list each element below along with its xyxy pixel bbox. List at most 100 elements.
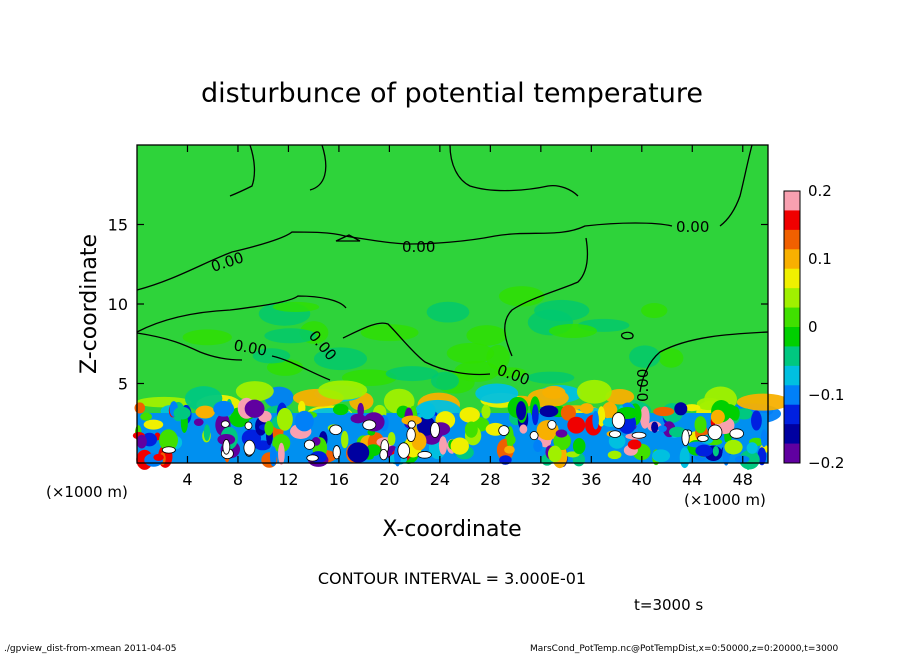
field-patch — [531, 404, 539, 426]
field-patch — [651, 421, 659, 433]
field-patch — [341, 369, 397, 387]
field-patch — [641, 303, 668, 319]
field-patch — [387, 431, 396, 446]
field-patch — [136, 434, 147, 449]
colorbar-cell — [784, 424, 800, 445]
field-patch — [329, 424, 343, 435]
field-patch — [607, 450, 622, 460]
field-patch — [674, 402, 688, 416]
colorbar-cell — [784, 191, 800, 211]
y-axis-label: Z-coordinate — [77, 234, 102, 374]
field-patch — [548, 323, 597, 338]
time-annotation: t=3000 s — [634, 596, 703, 614]
x-tick-label: 48 — [733, 470, 753, 489]
field-patch — [252, 348, 291, 364]
x-tick-label: 28 — [480, 470, 500, 489]
field-patch — [269, 446, 277, 467]
field-patch — [244, 399, 265, 418]
field-patch — [379, 449, 388, 461]
field-patch — [683, 404, 701, 412]
field-patch — [332, 445, 341, 460]
field-patch — [481, 404, 491, 419]
contour-label: 0.00 — [676, 218, 709, 236]
field-patch — [609, 430, 622, 438]
field-patch — [195, 405, 215, 419]
field-patch — [464, 421, 478, 438]
field-patch — [724, 439, 743, 455]
colorbar-cell — [784, 288, 800, 309]
field-patch — [679, 447, 690, 469]
field-patch — [605, 389, 635, 405]
field-patch — [184, 386, 223, 411]
contour-line — [229, 144, 327, 197]
field-patch — [542, 385, 566, 399]
colorbar-cell — [784, 327, 800, 347]
field-patch — [213, 400, 235, 417]
field-patch — [466, 325, 507, 346]
field-patch — [498, 425, 510, 436]
contour-line — [335, 234, 361, 242]
x-tick-label: 44 — [682, 470, 702, 489]
x-tick-label: 4 — [182, 470, 192, 489]
field-patch — [729, 428, 744, 439]
field-patch — [657, 425, 667, 433]
field-patch — [454, 360, 499, 382]
field-patch — [539, 405, 559, 418]
field-patch — [751, 410, 762, 431]
contour-label: 0.00 — [402, 238, 435, 256]
field-patch — [694, 416, 707, 434]
colorbar-tick-label: 0.2 — [808, 182, 832, 200]
contour-line — [719, 144, 753, 227]
field-patch — [272, 301, 320, 313]
field-patch — [695, 444, 713, 457]
field-patch — [438, 436, 448, 455]
field-patch — [572, 437, 586, 455]
colorbar-labels: 0.2 0.1 0 −0.1 −0.2 — [808, 182, 844, 472]
field-patch — [220, 420, 230, 428]
field-patch — [547, 420, 557, 430]
contour-line — [504, 237, 589, 357]
field-patch — [243, 439, 256, 456]
field-patch — [627, 439, 642, 450]
field-patch — [153, 453, 164, 461]
contour-line — [136, 332, 331, 381]
field-patch — [707, 424, 723, 441]
x-tick-label: 32 — [531, 470, 551, 489]
field-patch — [134, 402, 146, 414]
colorbar-tick-label: −0.2 — [808, 454, 844, 472]
field-patch — [602, 402, 618, 419]
x-tick-label: 36 — [581, 470, 601, 489]
field-patch — [697, 435, 709, 442]
field-patch — [406, 427, 416, 442]
field-patch — [173, 406, 191, 420]
colorbar-cell — [784, 443, 800, 464]
field-patch — [306, 454, 319, 462]
colorbar-cell — [784, 365, 800, 386]
colorbar-cell — [784, 249, 800, 270]
field-patch — [426, 301, 470, 323]
field-patch — [516, 401, 527, 421]
colorbar-tick-label: 0 — [808, 318, 818, 336]
colorbar-cell — [784, 210, 800, 231]
field-patch — [318, 380, 368, 400]
field-patch — [446, 342, 495, 364]
field-patch — [631, 431, 647, 439]
field-patch — [430, 421, 440, 438]
x-unit-right: (×1000 m) — [684, 491, 766, 509]
field-patch — [244, 421, 253, 430]
field-patch — [332, 403, 349, 416]
field-patch — [264, 328, 317, 344]
field-patch — [347, 442, 370, 463]
field-patch — [504, 445, 515, 454]
field-patch — [534, 299, 590, 322]
field-patch — [407, 420, 416, 429]
field-patch — [401, 415, 422, 426]
field-patch — [560, 405, 576, 421]
field-patch — [193, 418, 204, 426]
field-patch — [203, 424, 211, 441]
footer-right: MarsCond_PotTemp.nc@PotTempDist,x=0:5000… — [530, 644, 839, 654]
y-tick-label: 10 — [108, 295, 128, 314]
y-axis: 5 10 15 — [108, 216, 768, 394]
footer-left: ./gpview_dist-from-xmean 2011-04-05 — [4, 644, 176, 654]
field-patch — [533, 439, 543, 452]
